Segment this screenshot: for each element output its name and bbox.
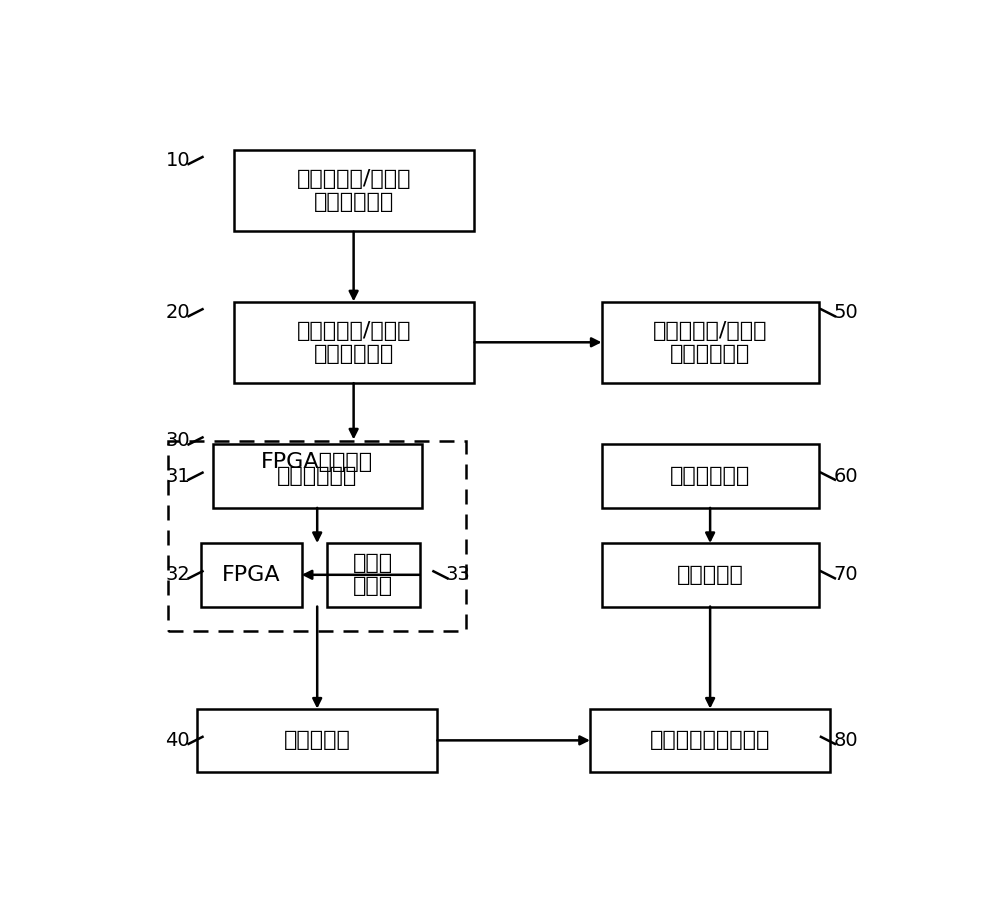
Bar (234, 150, 474, 231)
Text: FPGA: FPGA (222, 565, 281, 585)
Bar (326, 544, 420, 607)
Text: 33: 33 (446, 565, 471, 585)
Text: 总线通讯卡: 总线通讯卡 (677, 565, 744, 585)
Text: 50: 50 (833, 303, 858, 322)
Text: 秒脉冲与行/帧同步
信号转接单元: 秒脉冲与行/帧同步 信号转接单元 (296, 320, 411, 364)
Text: 高稳定
度晶振: 高稳定 度晶振 (353, 554, 393, 597)
Text: 秒脉冲与行/帧同步
信号输出电缆: 秒脉冲与行/帧同步 信号输出电缆 (653, 320, 767, 364)
Text: 数据处理计算机系统: 数据处理计算机系统 (650, 730, 770, 750)
Text: 电平转换芯片: 电平转换芯片 (277, 466, 357, 486)
Bar (197, 708, 437, 772)
Text: 数据采集卡: 数据采集卡 (284, 730, 351, 750)
Text: FPGA对时单元: FPGA对时单元 (261, 452, 373, 472)
Text: 32: 32 (165, 565, 190, 585)
Text: 70: 70 (833, 565, 858, 585)
Text: 40: 40 (165, 731, 190, 750)
Bar (213, 445, 422, 508)
Text: 10: 10 (165, 151, 190, 170)
Bar (602, 445, 819, 508)
Text: 秒脉冲与行/帧同步
信号输入电缆: 秒脉冲与行/帧同步 信号输入电缆 (296, 169, 411, 212)
Text: 31: 31 (165, 467, 190, 486)
Bar (234, 302, 474, 382)
Text: 30: 30 (165, 432, 190, 450)
Bar (168, 441, 466, 631)
Text: 总线监视电缆: 总线监视电缆 (670, 466, 750, 486)
Text: 80: 80 (833, 731, 858, 750)
Bar (201, 544, 302, 607)
Text: 60: 60 (833, 467, 858, 486)
Bar (590, 708, 830, 772)
Bar (602, 544, 819, 607)
Bar (602, 302, 819, 382)
Text: 20: 20 (165, 303, 190, 322)
